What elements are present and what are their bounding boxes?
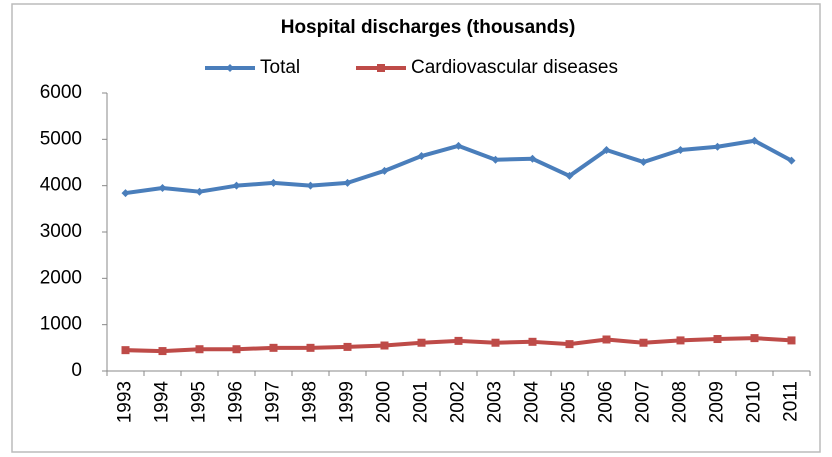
y-tick-label: 5000 xyxy=(40,128,82,149)
legend-label: Cardiovascular diseases xyxy=(411,57,618,78)
marker xyxy=(306,181,315,190)
x-tick-label: 2001 xyxy=(411,381,432,423)
x-tick-label: 2004 xyxy=(522,381,543,424)
marker xyxy=(343,342,352,351)
marker xyxy=(602,335,611,344)
x-tick-label: 2011 xyxy=(781,381,802,422)
x-tick-label: 1997 xyxy=(263,381,284,423)
marker xyxy=(195,345,204,354)
x-tick-label: 1995 xyxy=(189,381,210,423)
x-tick-label: 1996 xyxy=(226,381,247,423)
x-tick-label: 2009 xyxy=(707,381,728,423)
marker xyxy=(232,345,241,354)
chart-frame xyxy=(11,3,821,453)
marker xyxy=(454,336,463,345)
marker xyxy=(565,340,574,349)
legend-label: Total xyxy=(260,57,300,78)
marker xyxy=(269,343,278,352)
marker xyxy=(454,141,463,150)
marker xyxy=(639,158,648,167)
marker xyxy=(676,336,685,345)
x-tick-label: 1999 xyxy=(337,381,358,423)
x-tick-label: 1993 xyxy=(115,381,136,423)
marker xyxy=(602,145,611,154)
marker xyxy=(713,335,722,344)
x-tick-label: 2010 xyxy=(744,381,765,423)
legend-item: Total xyxy=(205,57,300,78)
marker xyxy=(232,181,241,190)
marker xyxy=(158,347,167,356)
x-tick-label: 2006 xyxy=(596,381,617,423)
marker xyxy=(639,338,648,347)
marker xyxy=(343,178,352,187)
marker xyxy=(417,338,426,347)
y-tick-label: 4000 xyxy=(40,175,82,196)
marker xyxy=(491,155,500,164)
x-tick-label: 2008 xyxy=(670,381,691,423)
x-tick-label: 2000 xyxy=(374,381,395,423)
x-tick-label: 2003 xyxy=(485,381,506,423)
y-tick-label: 3000 xyxy=(40,221,82,242)
marker xyxy=(306,343,315,352)
x-tick-label: 2005 xyxy=(559,381,580,423)
x-tick-label: 1994 xyxy=(152,381,173,424)
legend-item: Cardiovascular diseases xyxy=(356,57,618,78)
marker xyxy=(713,142,722,151)
marker xyxy=(417,152,426,161)
y-tick-label: 1000 xyxy=(40,314,82,335)
marker xyxy=(750,136,759,145)
marker xyxy=(787,156,796,165)
marker xyxy=(491,338,500,347)
marker xyxy=(787,336,796,345)
y-tick-label: 6000 xyxy=(40,82,82,103)
marker xyxy=(121,346,130,355)
chart-title: Hospital discharges (thousands) xyxy=(281,17,576,38)
x-tick-label: 2002 xyxy=(448,381,469,423)
marker xyxy=(565,171,574,180)
marker xyxy=(750,334,759,343)
marker xyxy=(226,64,234,72)
marker xyxy=(676,145,685,154)
marker xyxy=(380,341,389,350)
x-tick-label: 1998 xyxy=(300,381,321,423)
marker xyxy=(269,178,278,187)
x-tick-label: 2007 xyxy=(633,381,654,423)
marker xyxy=(528,337,537,346)
marker xyxy=(195,187,204,196)
y-tick-label: 2000 xyxy=(40,267,82,288)
marker xyxy=(377,64,385,72)
marker xyxy=(528,154,537,163)
y-tick-label: 0 xyxy=(71,360,82,381)
marker xyxy=(380,166,389,175)
marker xyxy=(121,189,130,198)
marker xyxy=(158,183,167,192)
